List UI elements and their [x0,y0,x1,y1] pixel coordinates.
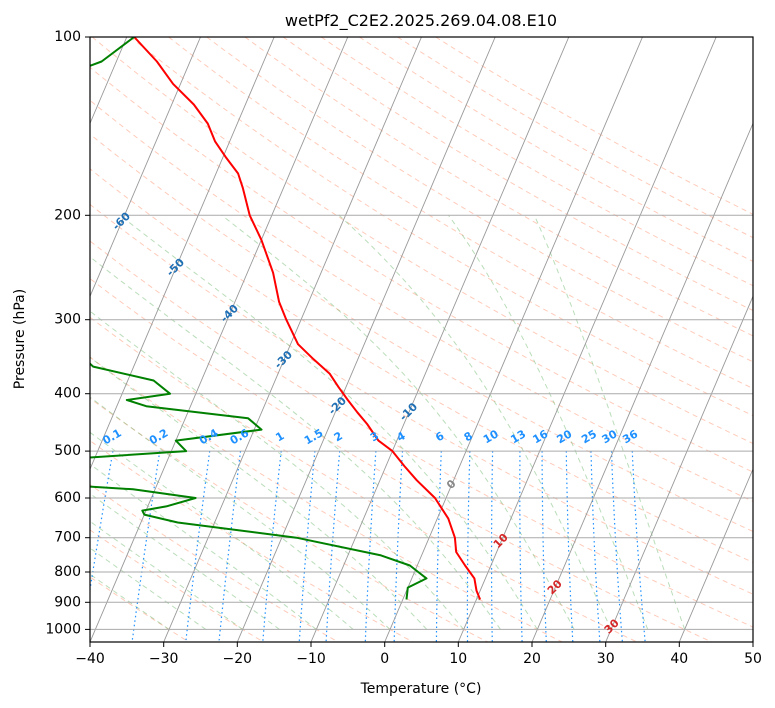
y-tick-label: 600 [54,490,81,506]
axis-layer: −40 −30 −20 −10 0 10 20 30 40 50 100 200 300 400 500 60… [45,29,762,667]
moist-adiabat-line [90,573,170,630]
dry-adiabat-line [90,240,753,628]
y-tick-label: 700 [54,530,81,546]
chart-title: wetPf2_C2E2.2025.269.04.08.E10 [285,11,557,31]
mixing-ratio-line [541,451,547,642]
x-tick-label: −30 [149,651,179,667]
isotherm-line [752,640,753,642]
plot-background [90,37,753,642]
x-tick-label: 20 [523,651,541,667]
mixing-ratio-line [185,451,211,642]
x-tick-label: 30 [597,651,615,667]
moist-adiabat-line [90,547,207,630]
y-tick-label: 400 [54,386,81,402]
isotherm-line [605,295,753,642]
dry-adiabat-line [90,66,753,473]
isotherm-line [384,37,643,642]
x-tick-label: 10 [449,651,467,667]
isotherm-line [163,37,422,642]
mixing-ratio-line [364,451,377,642]
isotherm-line [90,37,349,642]
mixing-ratio-line [466,451,471,642]
x-tick-label: −40 [75,651,105,667]
dry-adiabat-line [90,99,753,502]
dry-adiabat-line [90,397,488,642]
mixing-ratio-line [565,451,574,642]
y-tick-label: 1000 [45,621,81,637]
dry-adiabat-line [90,440,414,642]
mixing-ratio-line [131,451,161,642]
x-tick-label: −10 [296,651,326,667]
mixing-ratio-line [262,451,282,642]
y-tick-label: 100 [54,29,81,45]
dewpoint-profile-line [90,37,428,600]
plot-frame [89,36,754,643]
isotherm-line [310,37,570,642]
isotherm-line [457,37,717,642]
mixing-ratio-line [218,451,242,642]
mixing-ratio-line [590,451,601,642]
dry-adiabat-line [90,356,563,642]
isotherm-line [236,37,496,642]
x-tick-label: 0 [380,651,389,667]
isotherm-line [678,467,753,642]
y-tick-label: 200 [54,207,81,223]
dry-adiabat-line [90,529,264,642]
mixing-ratio-line [435,451,442,642]
y-tick-label: 900 [54,594,81,610]
isotherm-line [90,37,275,471]
dry-adiabat-line [282,37,753,312]
mixing-ratio-line [610,451,623,642]
moist-adiabat-line [221,214,575,630]
dry-adiabat-line [90,278,712,642]
x-tick-label: 40 [670,651,688,667]
isotherm-label: -80 [2,117,25,140]
temperature-profile-line [133,37,482,600]
dry-adiabat-line [90,203,753,595]
mixing-ratio-line [519,451,523,642]
y-axis-title: Pressure (hPa) [12,289,28,389]
mixing-ratio-line [325,451,341,642]
dry-adiabat-line [90,316,638,642]
dry-adiabat-line [90,133,753,533]
x-axis-title: Temperature (°C) [360,681,482,697]
mixing-ratio-line [298,451,316,642]
grid-layer [90,37,753,642]
isotherm-line [90,37,201,298]
y-tick-label: 800 [54,564,81,580]
y-tick-label: 300 [54,312,81,328]
x-tick-label: 50 [744,651,762,667]
x-tick-label: −20 [223,651,253,667]
y-tick-label: 500 [54,443,81,459]
series-layer [90,37,482,600]
isotherm-line [531,122,753,642]
dry-adiabat-line [90,576,190,642]
dry-adiabat-line [244,37,753,337]
moist-adiabat-line [90,520,243,630]
dry-adiabat-line [320,37,753,287]
isotherm-label: -70 [56,163,79,186]
moist-adiabat-line [448,215,649,630]
